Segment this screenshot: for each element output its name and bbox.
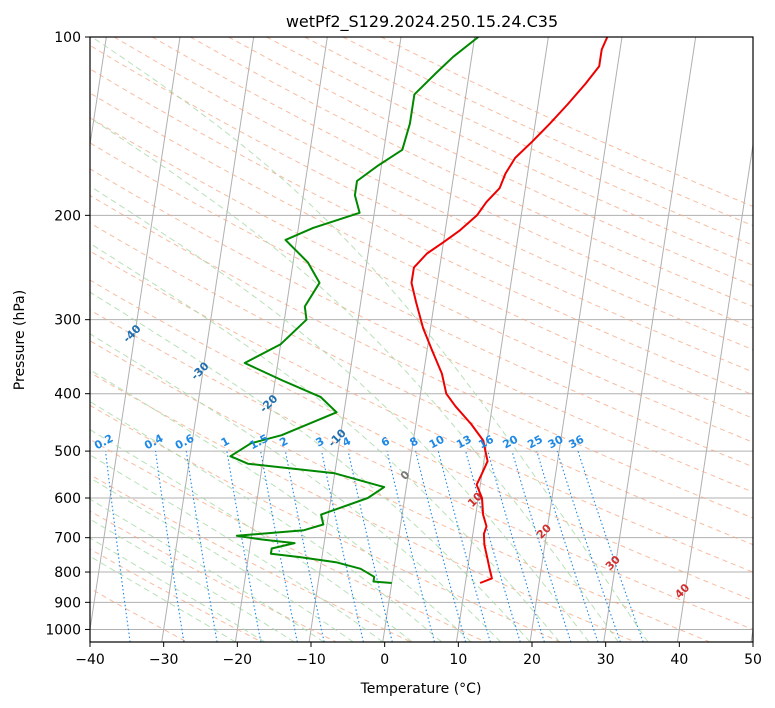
mixing-ratio-line xyxy=(536,450,599,642)
chart-title: wetPf2_S129.2024.250.15.24.C35 xyxy=(286,12,558,32)
mixing-ratio-line xyxy=(104,451,131,642)
dry-adiabats xyxy=(90,37,753,642)
dewpoint-profile xyxy=(229,37,479,584)
mixing-ratio-label: 36 xyxy=(567,433,587,452)
dry-adiabat xyxy=(90,548,262,642)
moist-adiabat xyxy=(90,369,472,642)
mixing-ratio-label: 20 xyxy=(501,433,521,452)
mixing-ratio-label: 25 xyxy=(525,433,545,452)
dry-adiabat xyxy=(228,37,753,287)
moist-adiabat xyxy=(90,242,560,642)
dry-adiabat xyxy=(90,44,753,373)
moist-adiabat xyxy=(90,117,619,642)
mixing-ratio-line xyxy=(415,450,467,642)
moist-adiabat xyxy=(90,429,413,642)
mixing-ratio-line xyxy=(437,450,491,642)
y-tick-label: 100 xyxy=(54,30,81,46)
mixing-ratio-line xyxy=(465,450,521,642)
moist-adiabat xyxy=(90,333,501,642)
dry-adiabat xyxy=(90,340,710,642)
y-tick-label: 1000 xyxy=(45,622,81,638)
moist-adiabat xyxy=(90,291,531,642)
x-tick-label: 30 xyxy=(597,652,615,668)
dry-adiabat xyxy=(90,92,753,419)
profile-series xyxy=(229,37,609,584)
y-tick-label: 800 xyxy=(54,565,81,581)
dry-adiabat xyxy=(90,222,753,546)
y-tick-label: 600 xyxy=(54,491,81,507)
isotherm-gridline xyxy=(308,37,402,642)
mixing-ratio-label: 16 xyxy=(476,433,496,452)
dry-adiabat xyxy=(90,117,753,443)
y-tick-label: 500 xyxy=(54,444,81,460)
y-tick-label: 200 xyxy=(54,208,81,224)
y-tick-label: 400 xyxy=(54,387,81,403)
dry-adiabat xyxy=(190,37,753,308)
x-tick-label: 10 xyxy=(449,652,467,668)
y-tick-label: 700 xyxy=(54,531,81,547)
x-tick-label: 50 xyxy=(744,652,762,668)
x-tick-label: 0 xyxy=(380,652,389,668)
dry-adiabat xyxy=(90,250,753,573)
y-axis-ticks: 1000 900 800 700 600 500 400 300 200 100 xyxy=(45,30,90,638)
dry-adiabat xyxy=(90,68,753,396)
dry-adiabat xyxy=(90,194,753,519)
moist-adiabat xyxy=(90,537,266,642)
isotherm-gridline xyxy=(90,37,107,148)
moist-adiabat xyxy=(90,477,354,642)
dry-adiabat xyxy=(90,438,486,642)
x-tick-label: −20 xyxy=(223,652,253,668)
x-tick-label: −10 xyxy=(296,652,326,668)
x-axis-ticks: −40 −30 −20 −10 0 10 20 30 40 50 xyxy=(75,642,762,668)
moist-adiabat xyxy=(90,518,295,642)
mixing-ratio-label: 13 xyxy=(454,433,474,452)
isotherm-gridline xyxy=(90,37,181,633)
dry-adiabat xyxy=(90,279,753,601)
plot-frame xyxy=(89,36,754,643)
mixing-ratio-label: 30 xyxy=(546,433,566,452)
mixing-ratio-label: 10 xyxy=(427,433,447,452)
mixing-ratio-line xyxy=(347,450,393,642)
dry-adiabat xyxy=(90,371,636,642)
x-tick-label: −40 xyxy=(75,652,105,668)
dry-adiabat xyxy=(90,587,188,642)
mixing-ratio-line xyxy=(284,450,325,642)
mixing-ratio-line xyxy=(577,450,644,642)
y-axis-label: Pressure (hPa) xyxy=(12,290,28,390)
mixing-ratio-line xyxy=(556,450,621,642)
moist-adiabat xyxy=(90,185,590,642)
temperature-profile xyxy=(410,37,609,584)
mixing-ratio-line xyxy=(386,450,436,642)
moist-adiabats xyxy=(90,37,649,642)
mixing-ratio-lines xyxy=(104,450,644,642)
moist-adiabat xyxy=(91,37,649,642)
y-tick-label: 900 xyxy=(54,595,81,611)
x-axis-label: Temperature (°C) xyxy=(360,681,482,697)
moist-adiabat xyxy=(90,555,236,642)
y-tick-label: 300 xyxy=(54,313,81,329)
mixing-ratio-line xyxy=(154,451,185,642)
x-tick-label: −30 xyxy=(149,652,179,668)
mixing-ratio-line xyxy=(260,450,298,642)
isotherm-gridline xyxy=(676,141,753,642)
moist-adiabat xyxy=(90,454,384,642)
mixing-ratio-line xyxy=(487,450,545,642)
isotherm-gridline xyxy=(603,37,697,642)
mixing-ratio-line xyxy=(511,450,572,642)
isotherm-gridline xyxy=(161,37,255,642)
x-tick-label: 20 xyxy=(523,652,541,668)
dry-adiabat xyxy=(90,404,561,642)
isotherm-gridline xyxy=(234,37,328,642)
x-tick-label: 40 xyxy=(670,652,688,668)
moist-adiabat xyxy=(90,400,443,642)
